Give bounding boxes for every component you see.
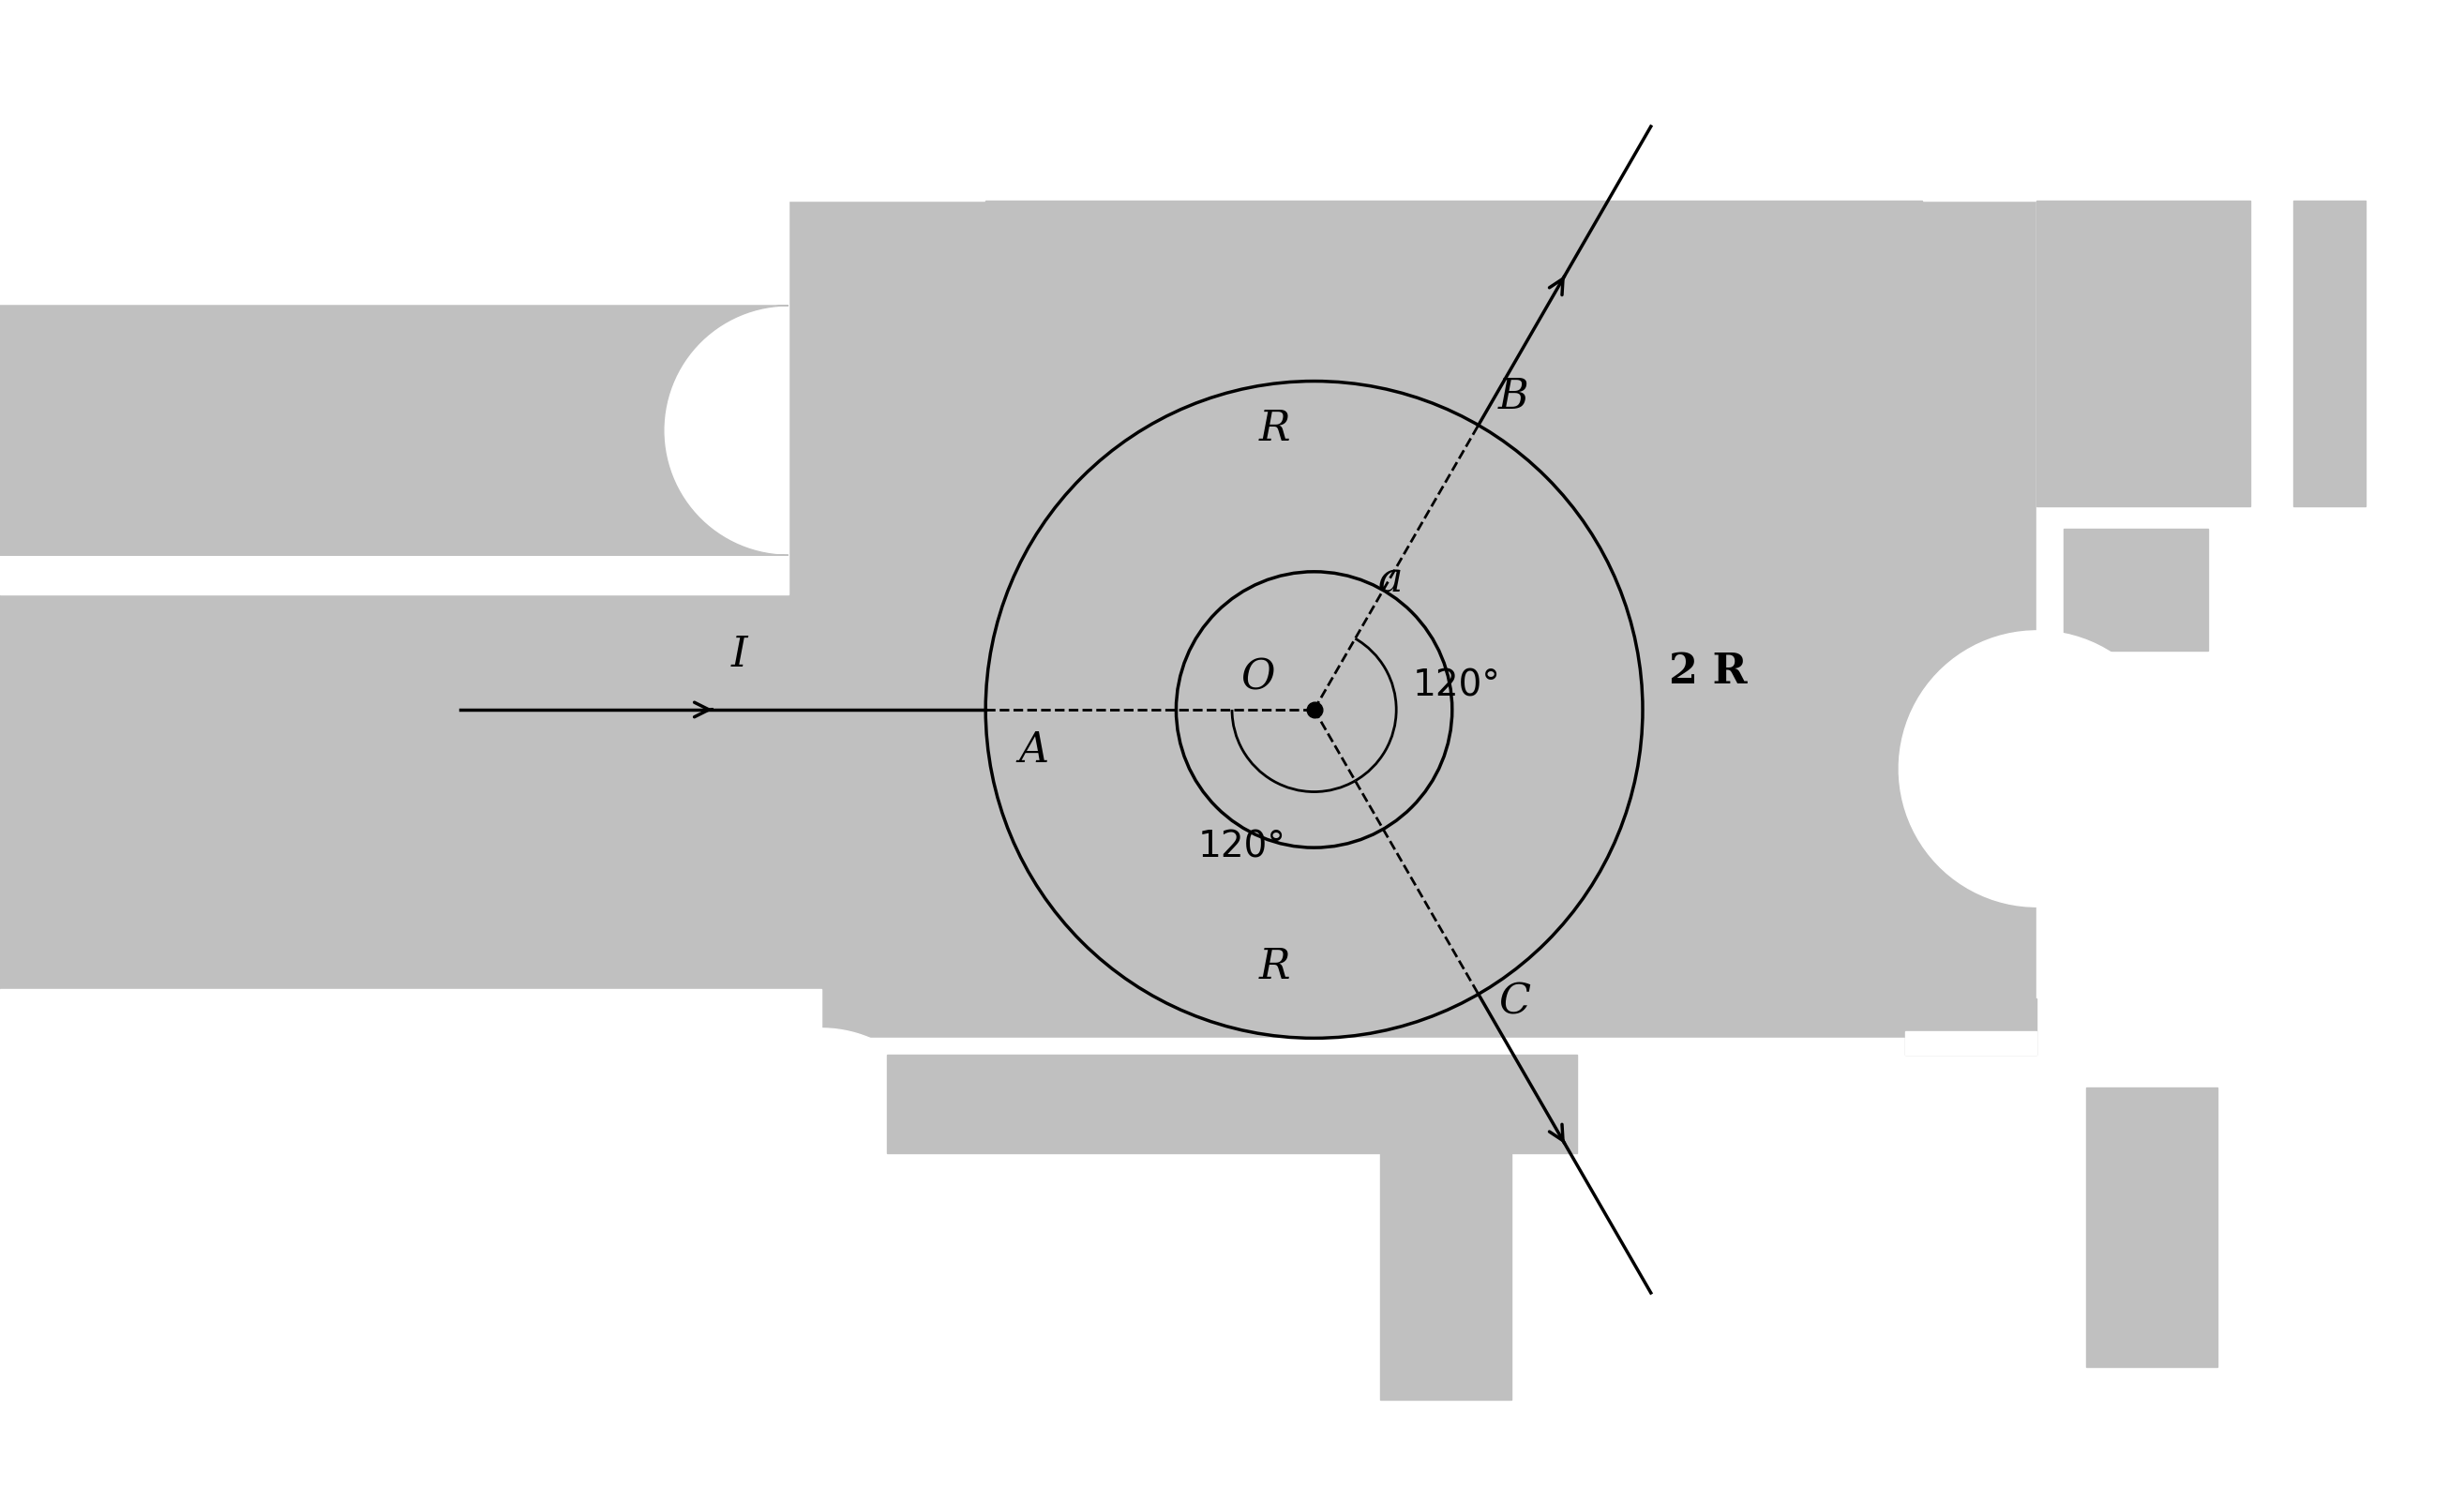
Polygon shape bbox=[887, 1054, 1577, 1154]
Text: A: A bbox=[1018, 731, 1050, 771]
Text: C: C bbox=[1498, 982, 1530, 1022]
Polygon shape bbox=[2062, 529, 2208, 650]
Text: R: R bbox=[1259, 408, 1291, 448]
Text: 120°: 120° bbox=[1198, 829, 1286, 864]
Polygon shape bbox=[986, 200, 1922, 223]
Text: a: a bbox=[1377, 560, 1402, 601]
Polygon shape bbox=[0, 306, 788, 555]
Polygon shape bbox=[0, 1028, 946, 1279]
Polygon shape bbox=[0, 52, 2464, 200]
Text: I: I bbox=[732, 636, 747, 676]
Polygon shape bbox=[1905, 1032, 2038, 1054]
Polygon shape bbox=[2038, 200, 2250, 506]
Text: R: R bbox=[1259, 947, 1291, 988]
Text: B: B bbox=[1498, 377, 1528, 417]
Text: 120°: 120° bbox=[1412, 668, 1501, 704]
Polygon shape bbox=[0, 52, 788, 594]
Polygon shape bbox=[821, 1038, 2464, 1433]
Polygon shape bbox=[2038, 52, 2464, 1433]
Polygon shape bbox=[1900, 631, 2176, 907]
Polygon shape bbox=[1905, 999, 2038, 1054]
Polygon shape bbox=[2294, 200, 2365, 506]
Polygon shape bbox=[2087, 1087, 2218, 1366]
Text: O: O bbox=[1239, 658, 1274, 698]
Polygon shape bbox=[0, 989, 821, 1433]
Polygon shape bbox=[2259, 200, 2284, 506]
Polygon shape bbox=[0, 52, 2464, 1433]
Polygon shape bbox=[1380, 1154, 1510, 1399]
Text: 2 R: 2 R bbox=[1668, 652, 1747, 692]
